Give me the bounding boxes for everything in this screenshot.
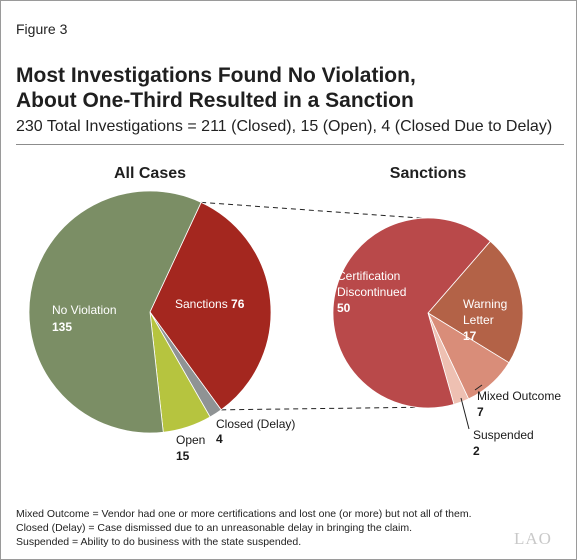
value-mixed-outcome: 7: [477, 405, 484, 419]
all-cases-slice-sanctions: [149, 201, 272, 411]
leader-suspended: [460, 397, 470, 430]
chart-subtitle: 230 Total Investigations = 211 (Closed),…: [16, 118, 553, 135]
pie-charts: All Cases Sanctions No Violation 135 San…: [28, 165, 561, 463]
all-cases-title: All Cases: [114, 165, 186, 182]
sanctions-pie: [332, 217, 524, 409]
label-sanctions: Sanctions 76: [175, 297, 245, 311]
title-line-2: About One-Third Resulted in a Sanction: [16, 89, 414, 112]
label-closed-delay: Closed (Delay): [216, 417, 295, 431]
chart-title: Most Investigations Found No Violation, …: [16, 63, 566, 113]
connector-top: [201, 201, 434, 220]
value-open: 15: [176, 449, 190, 463]
label-suspended: Suspended: [473, 428, 534, 442]
footnote-suspended: Suspended = Ability to do business with …: [16, 536, 302, 548]
value-certification-discontinued: 50: [337, 301, 351, 315]
sanctions-slice-certification-discontinued: [332, 217, 491, 409]
footnotes: Mixed Outcome = Vendor had one or more c…: [16, 507, 496, 549]
label-open: Open: [176, 433, 205, 447]
leader-mixed-outcome: [474, 384, 483, 391]
label-certification-discontinued-2: Discontinued: [337, 285, 406, 299]
divider: [16, 144, 564, 145]
value-closed-delay: 4: [216, 432, 223, 446]
footnote-closed-delay: Closed (Delay) = Case dismissed due to a…: [16, 522, 413, 534]
connector-lines: [201, 201, 440, 411]
value-suspended: 2: [473, 444, 480, 458]
all-cases-pie: [28, 190, 272, 434]
lao-logo: LAO: [514, 529, 552, 548]
label-warning-letter-1: Warning: [463, 297, 507, 311]
label-no-violation: No Violation: [52, 303, 117, 317]
label-certification-discontinued-1: Certification: [337, 269, 400, 283]
footnote-mixed-outcome: Mixed Outcome = Vendor had one or more c…: [16, 508, 472, 520]
all-cases-slice-no-violation: [28, 190, 202, 434]
title-line-1: Most Investigations Found No Violation,: [16, 64, 416, 87]
value-warning-letter: 17: [463, 329, 477, 343]
sanctions-title: Sanctions: [390, 165, 467, 182]
label-warning-letter-2: Letter: [463, 313, 494, 327]
label-mixed-outcome: Mixed Outcome: [477, 389, 561, 403]
value-no-violation: 135: [52, 320, 72, 334]
connector-bottom: [221, 406, 440, 411]
figure-label: Figure 3: [16, 21, 68, 37]
sanctions-slice-warning-letter: [427, 240, 524, 364]
